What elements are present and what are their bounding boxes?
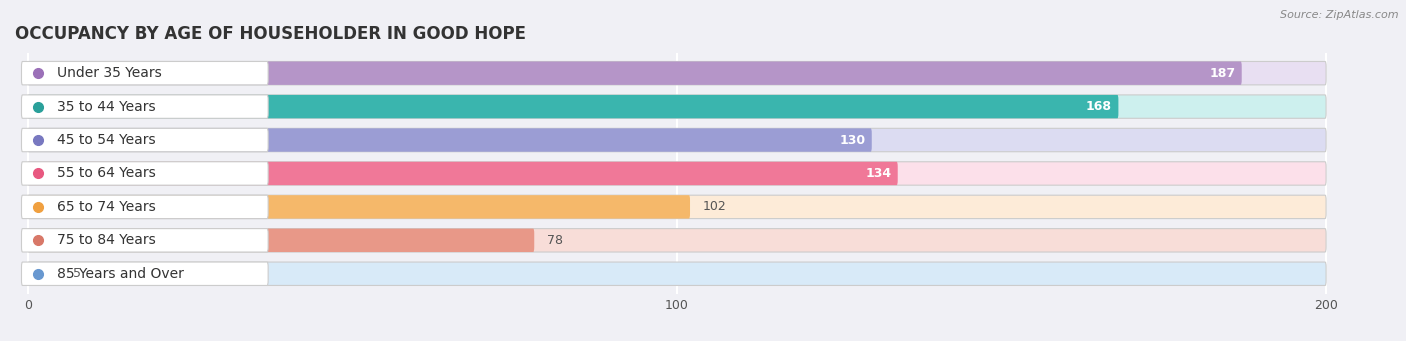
Text: Source: ZipAtlas.com: Source: ZipAtlas.com [1281,10,1399,20]
FancyBboxPatch shape [28,262,1326,285]
Text: 187: 187 [1209,67,1236,80]
FancyBboxPatch shape [21,162,269,185]
FancyBboxPatch shape [28,95,1326,118]
FancyBboxPatch shape [21,95,269,118]
Text: 134: 134 [865,167,891,180]
Text: 35 to 44 Years: 35 to 44 Years [58,100,156,114]
FancyBboxPatch shape [28,162,897,185]
FancyBboxPatch shape [28,195,1326,219]
FancyBboxPatch shape [21,262,269,285]
FancyBboxPatch shape [21,195,269,219]
Text: 78: 78 [547,234,564,247]
FancyBboxPatch shape [28,61,1326,85]
Text: 55 to 64 Years: 55 to 64 Years [58,166,156,180]
FancyBboxPatch shape [28,128,1326,152]
Text: 85 Years and Over: 85 Years and Over [58,267,184,281]
Text: 102: 102 [703,201,727,213]
Text: 168: 168 [1085,100,1112,113]
FancyBboxPatch shape [28,61,1241,85]
Text: 130: 130 [839,134,865,147]
Text: OCCUPANCY BY AGE OF HOUSEHOLDER IN GOOD HOPE: OCCUPANCY BY AGE OF HOUSEHOLDER IN GOOD … [15,25,526,43]
FancyBboxPatch shape [21,61,269,85]
FancyBboxPatch shape [28,228,534,252]
FancyBboxPatch shape [28,262,60,285]
FancyBboxPatch shape [28,162,1326,185]
Text: 45 to 54 Years: 45 to 54 Years [58,133,156,147]
Text: 5: 5 [73,267,82,280]
FancyBboxPatch shape [21,228,269,252]
FancyBboxPatch shape [28,228,1326,252]
FancyBboxPatch shape [28,95,1118,118]
FancyBboxPatch shape [28,128,872,152]
Text: Under 35 Years: Under 35 Years [58,66,162,80]
Text: 75 to 84 Years: 75 to 84 Years [58,233,156,247]
Text: 65 to 74 Years: 65 to 74 Years [58,200,156,214]
FancyBboxPatch shape [21,128,269,152]
FancyBboxPatch shape [28,195,690,219]
